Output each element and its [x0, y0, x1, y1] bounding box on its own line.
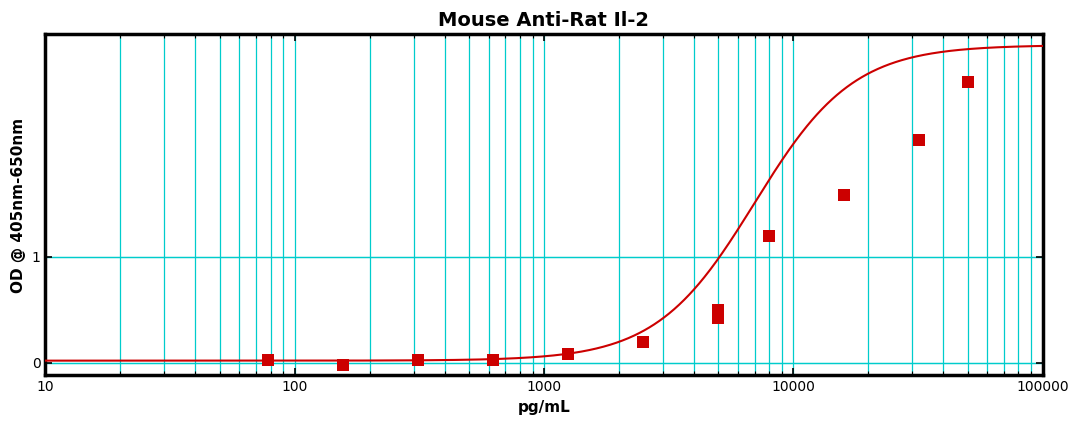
Y-axis label: OD @ 405nm-650nm: OD @ 405nm-650nm	[11, 118, 26, 293]
X-axis label: pg/mL: pg/mL	[517, 400, 570, 415]
Title: Mouse Anti-Rat Il-2: Mouse Anti-Rat Il-2	[438, 11, 649, 30]
